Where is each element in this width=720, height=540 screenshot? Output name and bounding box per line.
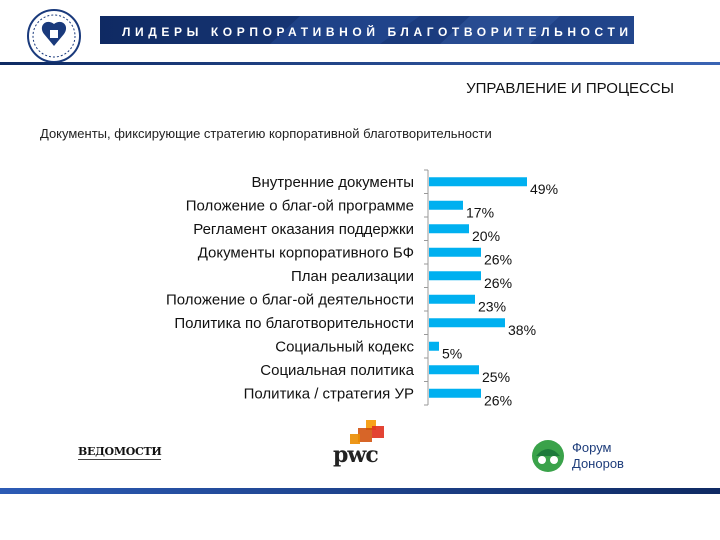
value-label: 20% — [472, 228, 500, 244]
bar-2 — [429, 200, 463, 210]
organization-emblem-icon — [27, 9, 81, 63]
category-label: Положение о благ-ой программе — [186, 197, 414, 214]
bar-8 — [429, 341, 439, 351]
category-label: План реализации — [291, 268, 414, 285]
header-divider — [0, 62, 720, 65]
value-label: 49% — [530, 181, 558, 197]
banner-decor-icon — [270, 16, 560, 44]
category-axis-ticks — [424, 169, 428, 406]
footer-divider — [0, 488, 720, 494]
bar-1 — [429, 177, 527, 187]
bar-5 — [429, 271, 481, 281]
value-label: 38% — [508, 322, 536, 338]
bar-6 — [429, 294, 475, 304]
vedomosti-logo: ВЕДОМОСТИ — [78, 445, 162, 460]
pwc-logo-icon — [350, 420, 384, 444]
value-label: 25% — [482, 369, 510, 385]
chart-subtitle: Документы, фиксирующие стратегию корпора… — [40, 126, 492, 141]
bar-4 — [429, 247, 481, 257]
category-labels: Внутренние документы Положение о благ-ой … — [166, 174, 415, 403]
banner-title: ЛИДЕРЫ КОРПОРАТИВНОЙ БЛАГОТВОРИТЕЛЬНОСТИ — [122, 25, 633, 39]
donors-forum-line2: Доноров — [572, 456, 624, 471]
value-labels: 49% 17% 20% 26% 26% 23%38% 5% 25% 26% — [442, 181, 558, 409]
value-label: 23% — [478, 298, 506, 314]
donors-forum-line1: Форум — [572, 440, 612, 455]
header-banner — [100, 16, 634, 44]
category-label: Социальный кодекс — [275, 338, 414, 355]
value-label: 17% — [466, 204, 494, 220]
chart-bars — [429, 177, 527, 398]
header: ЛИДЕРЫ КОРПОРАТИВНОЙ БЛАГОТВОРИТЕЛЬНОСТИ — [0, 0, 720, 72]
bar-7 — [429, 318, 505, 328]
value-label: 26% — [484, 251, 512, 267]
pwc-logo-text: pwc — [333, 442, 379, 468]
donors-forum-logo-icon — [532, 440, 564, 472]
category-label: Политика / стратегия УР — [244, 385, 414, 402]
category-label: Социальная политика — [260, 362, 414, 379]
category-label: Политика по благотворительности — [174, 315, 414, 332]
bar-3 — [429, 224, 469, 234]
category-label: Внутренние документы — [251, 174, 414, 191]
value-label: 26% — [484, 275, 512, 291]
bar-9 — [429, 365, 479, 375]
category-label: Положение о благ-ой деятельности — [166, 291, 414, 308]
category-label: Документы корпоративного БФ — [198, 244, 414, 261]
partner-logos: ВЕДОМОСТИ pwc Форум Доноров — [0, 420, 720, 480]
bar-10 — [429, 388, 481, 398]
value-label: 5% — [442, 345, 462, 361]
section-title: УПРАВЛЕНИЕ И ПРОЦЕССЫ — [466, 80, 674, 97]
value-label: 26% — [484, 392, 512, 408]
category-label: Регламент оказания поддержки — [193, 221, 414, 238]
